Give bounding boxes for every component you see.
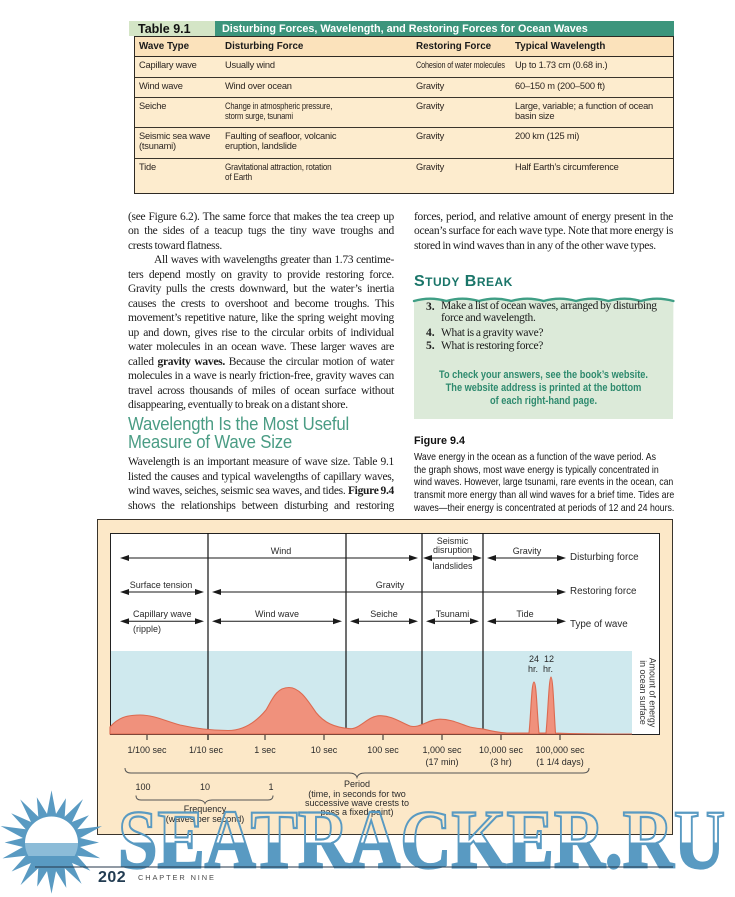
svg-text:SEATRACKER.RU: SEATRACKER.RU — [118, 794, 725, 887]
svg-text:Amount of energy: Amount of energy — [648, 658, 658, 728]
svg-text:SEATRACKER.RU: SEATRACKER.RU — [118, 794, 725, 887]
svg-text:in ocean surface: in ocean surface — [638, 660, 648, 725]
